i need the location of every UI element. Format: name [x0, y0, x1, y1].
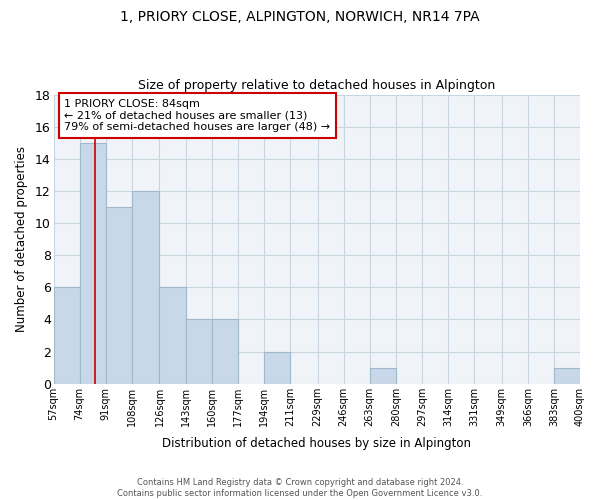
Bar — [554, 368, 580, 384]
Y-axis label: Number of detached properties: Number of detached properties — [15, 146, 28, 332]
Title: Size of property relative to detached houses in Alpington: Size of property relative to detached ho… — [138, 79, 496, 92]
Bar — [212, 320, 238, 384]
X-axis label: Distribution of detached houses by size in Alpington: Distribution of detached houses by size … — [162, 437, 471, 450]
Bar — [160, 288, 185, 384]
Text: Contains HM Land Registry data © Crown copyright and database right 2024.
Contai: Contains HM Land Registry data © Crown c… — [118, 478, 482, 498]
Bar — [132, 191, 160, 384]
Text: 1, PRIORY CLOSE, ALPINGTON, NORWICH, NR14 7PA: 1, PRIORY CLOSE, ALPINGTON, NORWICH, NR1… — [120, 10, 480, 24]
Bar — [80, 143, 106, 384]
Bar — [264, 352, 290, 384]
Bar — [106, 207, 132, 384]
Text: 1 PRIORY CLOSE: 84sqm
← 21% of detached houses are smaller (13)
79% of semi-deta: 1 PRIORY CLOSE: 84sqm ← 21% of detached … — [64, 99, 330, 132]
Bar — [185, 320, 212, 384]
Bar — [53, 288, 80, 384]
Bar — [370, 368, 396, 384]
